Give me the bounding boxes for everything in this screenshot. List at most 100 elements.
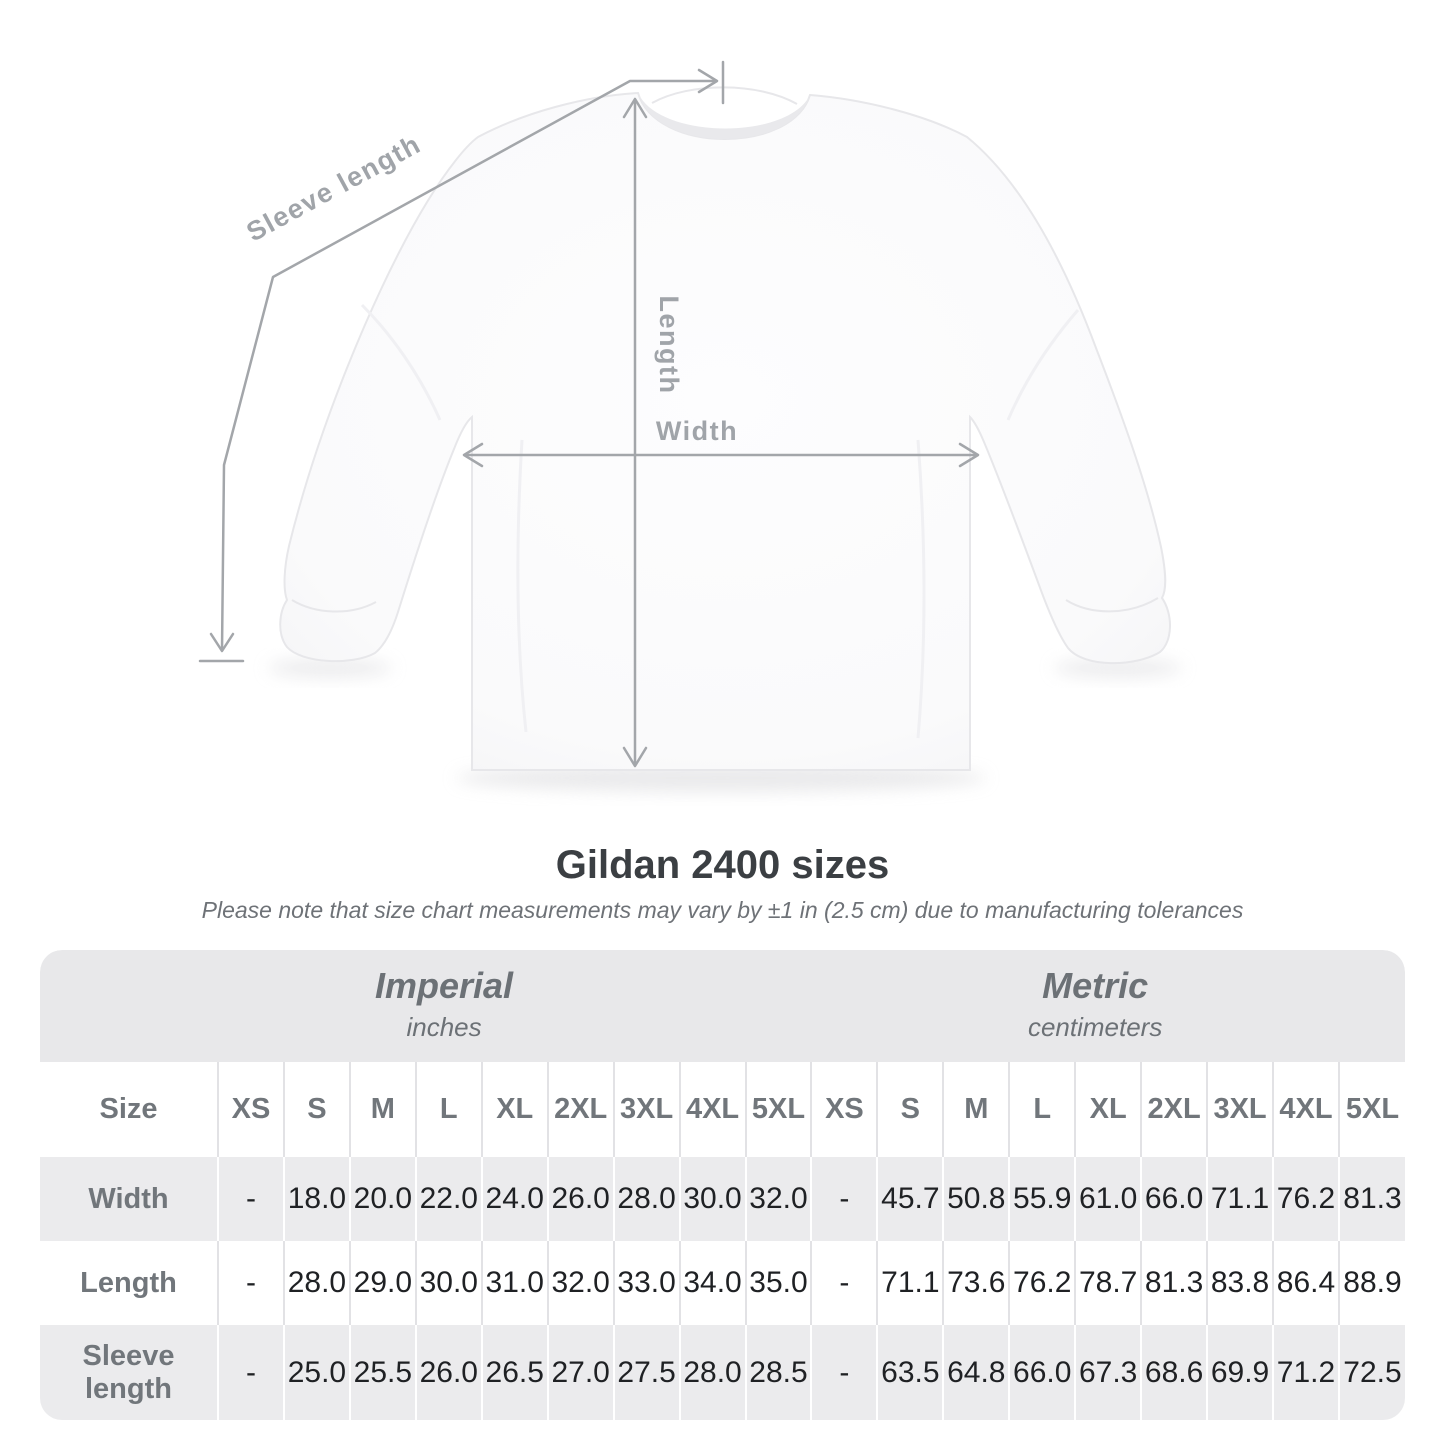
table-cell: 22.0 (414, 1157, 482, 1241)
col-header-imperial-3xl: 3XL (612, 1062, 680, 1157)
table-cell: - (217, 1325, 284, 1420)
length-line (622, 97, 648, 768)
col-header-imperial-s: S (282, 1062, 350, 1157)
length-label: Length (654, 296, 684, 395)
row-label: Length (80, 1266, 177, 1299)
table-cell: 64.8 (942, 1325, 1010, 1420)
table-cell: 25.5 (348, 1325, 416, 1420)
col-header-imperial-4xl: 4XL (678, 1062, 746, 1157)
table-cell: 32.0 (744, 1157, 812, 1241)
table-cell: - (217, 1241, 284, 1325)
col-header-imperial-5xl: 5XL (744, 1062, 812, 1157)
table-cell: 28.0 (282, 1241, 350, 1325)
shirt-measurement-diagram: Sleeve length Length Width (198, 60, 1182, 792)
table-cell: 72.5 (1337, 1325, 1405, 1420)
table-cell: 67.3 (1074, 1325, 1142, 1420)
table-cell: 28.5 (744, 1325, 812, 1420)
table-cell: 81.3 (1337, 1157, 1405, 1241)
table-cell: - (217, 1157, 284, 1241)
table-row-width: Width - 18.0 20.0 22.0 24.0 26.0 28.0 30… (40, 1157, 1405, 1241)
shirt-illustration (279, 86, 1171, 771)
table-cell: 26.5 (480, 1325, 548, 1420)
col-header-metric-s: S (876, 1062, 944, 1157)
table-row-length: Length - 28.0 29.0 30.0 31.0 32.0 33.0 3… (40, 1241, 1405, 1325)
metric-group-header: Metric centimeters (1027, 965, 1163, 1043)
table-cell: 31.0 (480, 1241, 548, 1325)
row-label: Sleeve length (82, 1339, 175, 1405)
table-cell: 88.9 (1337, 1241, 1405, 1325)
table-cell: 18.0 (282, 1157, 350, 1241)
unit-band: Imperial inches Metric centimeters (40, 950, 1405, 1062)
width-label: Width (656, 416, 738, 446)
table-cell: 66.0 (1008, 1325, 1076, 1420)
table-cell: 28.0 (612, 1157, 680, 1241)
col-header-metric-xl: XL (1074, 1062, 1142, 1157)
col-header-imperial-m: M (348, 1062, 416, 1157)
table-cell: 30.0 (414, 1241, 482, 1325)
table-cell: 76.2 (1272, 1157, 1339, 1241)
table-cell: 26.0 (414, 1325, 482, 1420)
table-cell: 71.1 (1206, 1157, 1273, 1241)
table-cell: - (810, 1325, 878, 1420)
table-cell: 35.0 (744, 1241, 812, 1325)
shirt-diagram-svg: Sleeve length Length Width (198, 60, 1182, 792)
size-chart-card: Imperial inches Metric centimeters Size … (40, 950, 1405, 1420)
col-header-metric-4xl: 4XL (1272, 1062, 1339, 1157)
metric-unit: centimeters (1027, 1012, 1163, 1042)
table-cell: 63.5 (876, 1325, 944, 1420)
table-cell: 25.0 (282, 1325, 350, 1420)
col-header-metric-xs: XS (810, 1062, 878, 1157)
left-cuff-seam (291, 599, 377, 613)
col-header-imperial-xl: XL (480, 1062, 548, 1157)
table-cell: 28.0 (678, 1325, 746, 1420)
table-cell: - (810, 1157, 878, 1241)
table-cell: 71.1 (876, 1241, 944, 1325)
table-cell: 83.8 (1206, 1241, 1273, 1325)
tolerance-note: Please note that size chart measurements… (201, 897, 1244, 923)
table-cell: 86.4 (1272, 1241, 1339, 1325)
table-cell: 27.5 (612, 1325, 680, 1420)
table-cell: 27.0 (546, 1325, 614, 1420)
table-cell: 26.0 (546, 1157, 614, 1241)
table-cell: 45.7 (876, 1157, 944, 1241)
col-header-metric-l: L (1008, 1062, 1076, 1157)
size-header-row: Size XS S M L XL 2XL 3XL 4XL 5XL XS S M … (40, 1062, 1405, 1157)
collar-back-seam (651, 86, 798, 105)
table-cell: 81.3 (1140, 1241, 1208, 1325)
table-cell: 24.0 (480, 1157, 548, 1241)
table-cell: 30.0 (678, 1157, 746, 1241)
col-header-metric-5xl: 5XL (1337, 1062, 1405, 1157)
table-cell: 73.6 (942, 1241, 1010, 1325)
table-cell: 69.9 (1206, 1325, 1273, 1420)
imperial-title: Imperial (375, 965, 514, 1006)
table-cell: 34.0 (678, 1241, 746, 1325)
table-cell: - (810, 1241, 878, 1325)
col-header-imperial-l: L (414, 1062, 482, 1157)
table-cell: 68.6 (1140, 1325, 1208, 1420)
table-cell: 66.0 (1140, 1157, 1208, 1241)
table-cell: 33.0 (612, 1241, 680, 1325)
col-header-metric-3xl: 3XL (1206, 1062, 1273, 1157)
page-title: Gildan 2400 sizes (555, 843, 890, 887)
table-cell: 50.8 (942, 1157, 1010, 1241)
table-cell: 55.9 (1008, 1157, 1076, 1241)
table-cell: 29.0 (348, 1241, 416, 1325)
table-cell: 32.0 (546, 1241, 614, 1325)
collar-opening (638, 93, 810, 140)
imperial-unit: inches (406, 1012, 482, 1042)
size-header: Size (99, 1093, 158, 1125)
imperial-group-header: Imperial inches (375, 965, 514, 1043)
table-cell: 76.2 (1008, 1241, 1076, 1325)
col-header-imperial-2xl: 2XL (546, 1062, 614, 1157)
table-cell: 61.0 (1074, 1157, 1142, 1241)
table-cell: 71.2 (1272, 1325, 1339, 1420)
table-cell: 78.7 (1074, 1241, 1142, 1325)
row-label: Width (88, 1182, 169, 1215)
sleeve-length-line (198, 60, 725, 663)
col-header-metric-2xl: 2XL (1140, 1062, 1208, 1157)
sleeve-length-label: Sleeve length (241, 129, 425, 248)
col-header-imperial-xs: XS (217, 1062, 284, 1157)
metric-title: Metric (1042, 965, 1149, 1006)
col-header-metric-m: M (942, 1062, 1010, 1157)
width-line (462, 442, 980, 468)
